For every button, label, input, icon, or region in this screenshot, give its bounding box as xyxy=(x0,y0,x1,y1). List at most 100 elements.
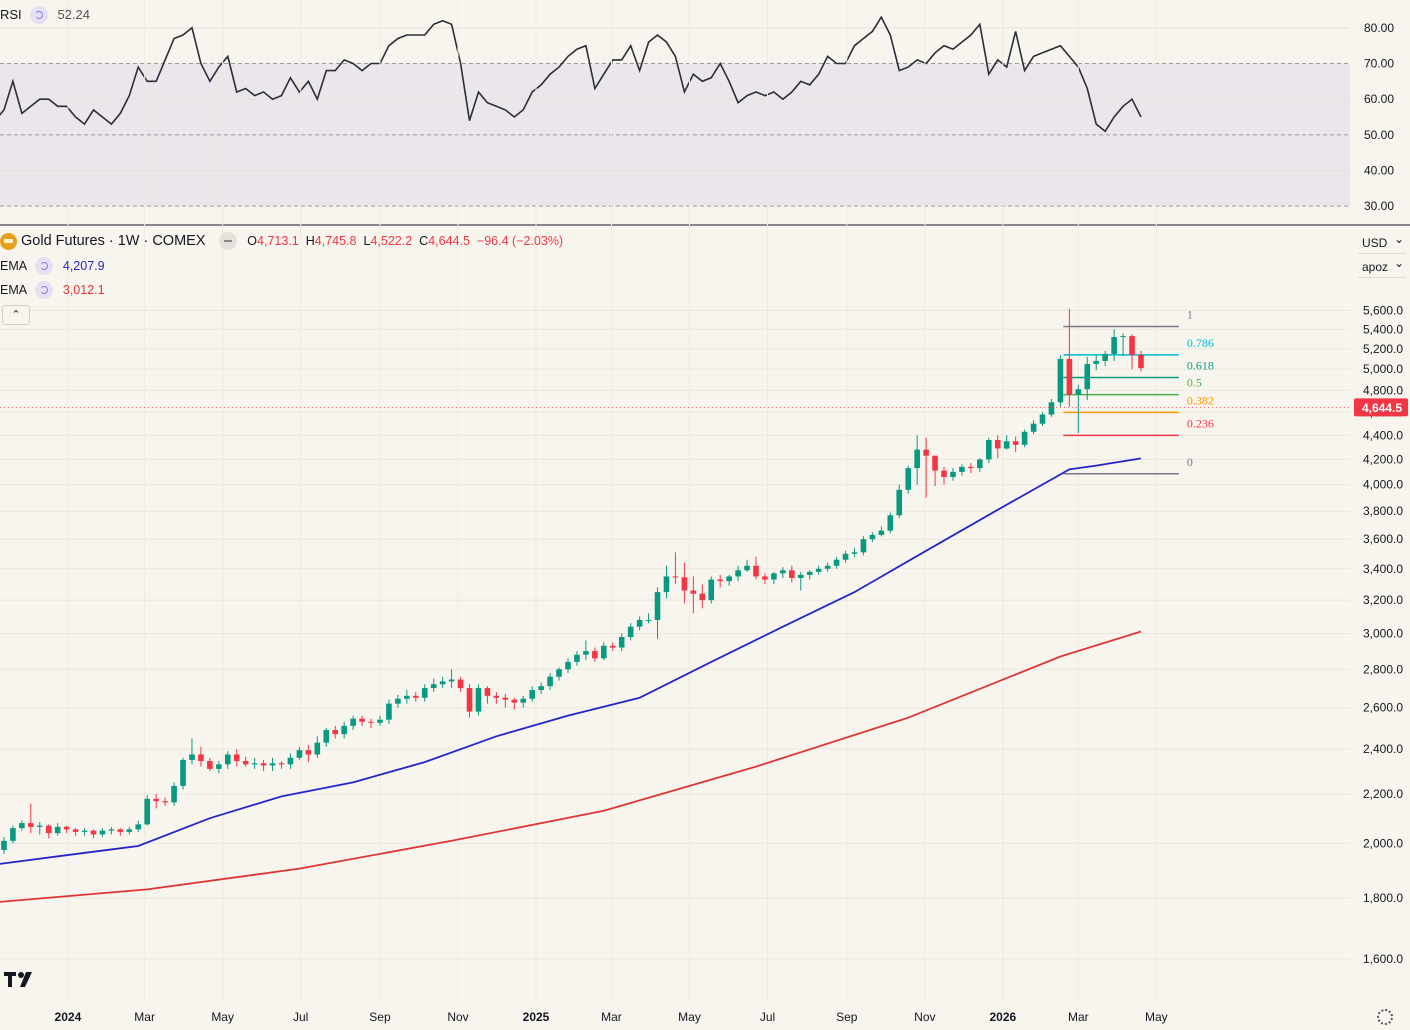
tradingview-logo[interactable] xyxy=(2,968,36,995)
candle xyxy=(466,684,473,718)
time-tick-label: Sep xyxy=(836,1010,858,1024)
collapse-legend-button[interactable]: ⌃ xyxy=(2,305,30,325)
candle-body xyxy=(869,534,876,540)
candle xyxy=(529,686,535,702)
candle xyxy=(1,836,7,854)
candle-body xyxy=(1075,389,1082,395)
ema-fast-label: EMA xyxy=(0,259,28,273)
ema-fast-settings-icon[interactable] xyxy=(34,257,53,276)
candle xyxy=(269,757,276,772)
candle-body xyxy=(789,570,795,578)
rsi-tick-label: 40.00 xyxy=(1364,164,1394,178)
candle-body xyxy=(1129,336,1135,355)
minus-icon[interactable] xyxy=(219,232,238,251)
price-tick-label: 2,200.0 xyxy=(1363,787,1403,801)
candle xyxy=(690,576,697,614)
candle-body xyxy=(81,830,88,832)
price-tick-label: 4,000.0 xyxy=(1363,478,1403,492)
candle xyxy=(789,565,795,583)
candle xyxy=(627,623,634,641)
candle xyxy=(977,458,983,472)
candle xyxy=(583,640,589,661)
last-price-label: 4,644.5 xyxy=(1362,401,1402,415)
candle xyxy=(869,532,876,543)
symbol-title[interactable]: Gold Futures · 1W · COMEX xyxy=(21,233,206,249)
candle xyxy=(681,562,688,604)
ema-fast-value: 4,207.9 xyxy=(62,259,105,273)
ohlc-open: 4,713.1 xyxy=(257,234,299,248)
candle xyxy=(162,797,168,806)
candle-body xyxy=(45,825,52,834)
candle-body xyxy=(985,440,992,460)
rsi-line xyxy=(0,15,1142,133)
candle-body xyxy=(797,574,804,578)
candle xyxy=(421,684,428,702)
candle-body xyxy=(457,679,464,689)
price-tick-label: 1,600.0 xyxy=(1363,952,1403,966)
time-tick-label: Mar xyxy=(601,1010,622,1024)
candle xyxy=(968,463,974,474)
currency-select[interactable]: USD xyxy=(1358,228,1406,254)
candle-body xyxy=(63,826,70,830)
price-tick-label: 4,400.0 xyxy=(1363,428,1403,442)
candle xyxy=(10,825,16,844)
settings-gear-icon[interactable] xyxy=(1377,1009,1393,1025)
candle xyxy=(726,574,732,586)
candle-body xyxy=(574,654,580,662)
price-tick-label: 2,000.0 xyxy=(1363,836,1403,850)
price-tick-label: 4,800.0 xyxy=(1363,383,1403,397)
candle-body xyxy=(842,553,849,560)
candle-body xyxy=(896,489,903,516)
candle xyxy=(54,823,61,836)
time-tick-label: 2026 xyxy=(990,1010,1017,1024)
candle xyxy=(45,824,52,839)
candle-body xyxy=(1057,358,1064,403)
candle xyxy=(1084,356,1091,401)
candle-body xyxy=(90,830,97,835)
candle xyxy=(959,464,965,476)
candle-body xyxy=(887,515,894,531)
candle xyxy=(72,828,79,836)
candle xyxy=(1102,350,1108,367)
candle xyxy=(887,512,894,534)
price-tick-label: 5,400.0 xyxy=(1363,322,1403,336)
ohlc-high: 4,745.8 xyxy=(314,234,357,248)
candle-body xyxy=(717,579,723,582)
ema-slow-settings-icon[interactable] xyxy=(34,281,53,300)
price-tick-label: 4,200.0 xyxy=(1363,452,1403,466)
candle-body xyxy=(1,840,7,850)
rsi-settings-icon[interactable] xyxy=(29,6,48,25)
candle xyxy=(412,691,419,702)
candle-body xyxy=(627,626,634,638)
candle-body xyxy=(108,829,115,831)
rsi-legend: RSI 52.24 xyxy=(0,6,90,25)
candle xyxy=(153,794,159,809)
candle-body xyxy=(28,823,34,827)
price-tick-label: 5,200.0 xyxy=(1363,342,1403,356)
candle xyxy=(260,759,267,772)
candle-body xyxy=(484,688,491,696)
candle-body xyxy=(556,669,562,677)
candle xyxy=(144,795,151,826)
ohlc-open-label: O xyxy=(247,234,258,248)
time-tick-label: Nov xyxy=(914,1010,935,1024)
candle xyxy=(1048,398,1055,417)
candle-body xyxy=(672,576,679,578)
candle xyxy=(923,437,929,498)
fib-level-label: 0.786 xyxy=(1187,336,1214,350)
candle xyxy=(860,536,867,556)
ohlc-close: 4,644.5 xyxy=(428,234,470,248)
candle xyxy=(1111,329,1117,361)
ohlc-high-label: H xyxy=(305,234,315,248)
candle-body xyxy=(708,579,715,601)
candle-body xyxy=(744,565,750,571)
rsi-tick-label: 30.00 xyxy=(1364,199,1394,213)
candle-body xyxy=(1021,431,1028,445)
scale-mode-select[interactable]: apoz xyxy=(1358,252,1406,278)
candle xyxy=(520,695,527,708)
candle xyxy=(556,667,562,681)
candle-body xyxy=(377,719,383,723)
candle xyxy=(189,738,195,765)
candle xyxy=(341,721,347,739)
